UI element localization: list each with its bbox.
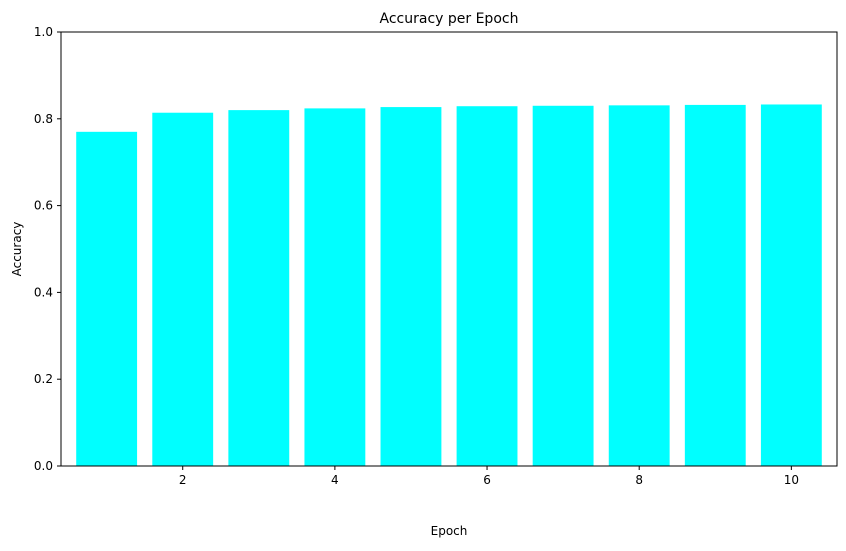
y-axis-label: Accuracy: [10, 222, 24, 277]
x-tick-label: 6: [483, 473, 491, 487]
plot-frame: [60, 31, 838, 467]
bar-epoch-5: [380, 107, 442, 466]
x-tick-label: 2: [179, 473, 187, 487]
y-tick-label: 0.8: [34, 112, 53, 126]
bar-epoch-2: [152, 112, 214, 466]
y-axis-ticks: 0.0 0.2 0.4 0.6 0.8 1.0: [34, 25, 61, 473]
bar-epoch-3: [228, 110, 290, 467]
bar-series: [76, 104, 822, 467]
bar-epoch-6: [456, 106, 518, 467]
y-tick-label: 0.0: [34, 459, 53, 473]
bar-epoch-7: [532, 105, 594, 466]
y-tick-label: 0.2: [34, 372, 53, 386]
y-tick-label: 0.4: [34, 285, 53, 299]
x-axis-ticks: 2 4 6 8 10: [179, 466, 799, 487]
x-axis-label: Epoch: [431, 524, 468, 538]
bar-epoch-1: [76, 131, 138, 466]
bar-epoch-9: [684, 104, 746, 467]
y-tick-label: 1.0: [34, 25, 53, 39]
y-tick-label: 0.6: [34, 199, 53, 213]
chart-title: Accuracy per Epoch: [380, 11, 519, 27]
bar-epoch-8: [608, 105, 670, 466]
x-tick-label: 10: [784, 473, 799, 487]
bar-epoch-10: [760, 104, 822, 466]
bar-epoch-4: [304, 108, 366, 466]
x-tick-label: 8: [635, 473, 643, 487]
x-tick-label: 4: [331, 473, 339, 487]
